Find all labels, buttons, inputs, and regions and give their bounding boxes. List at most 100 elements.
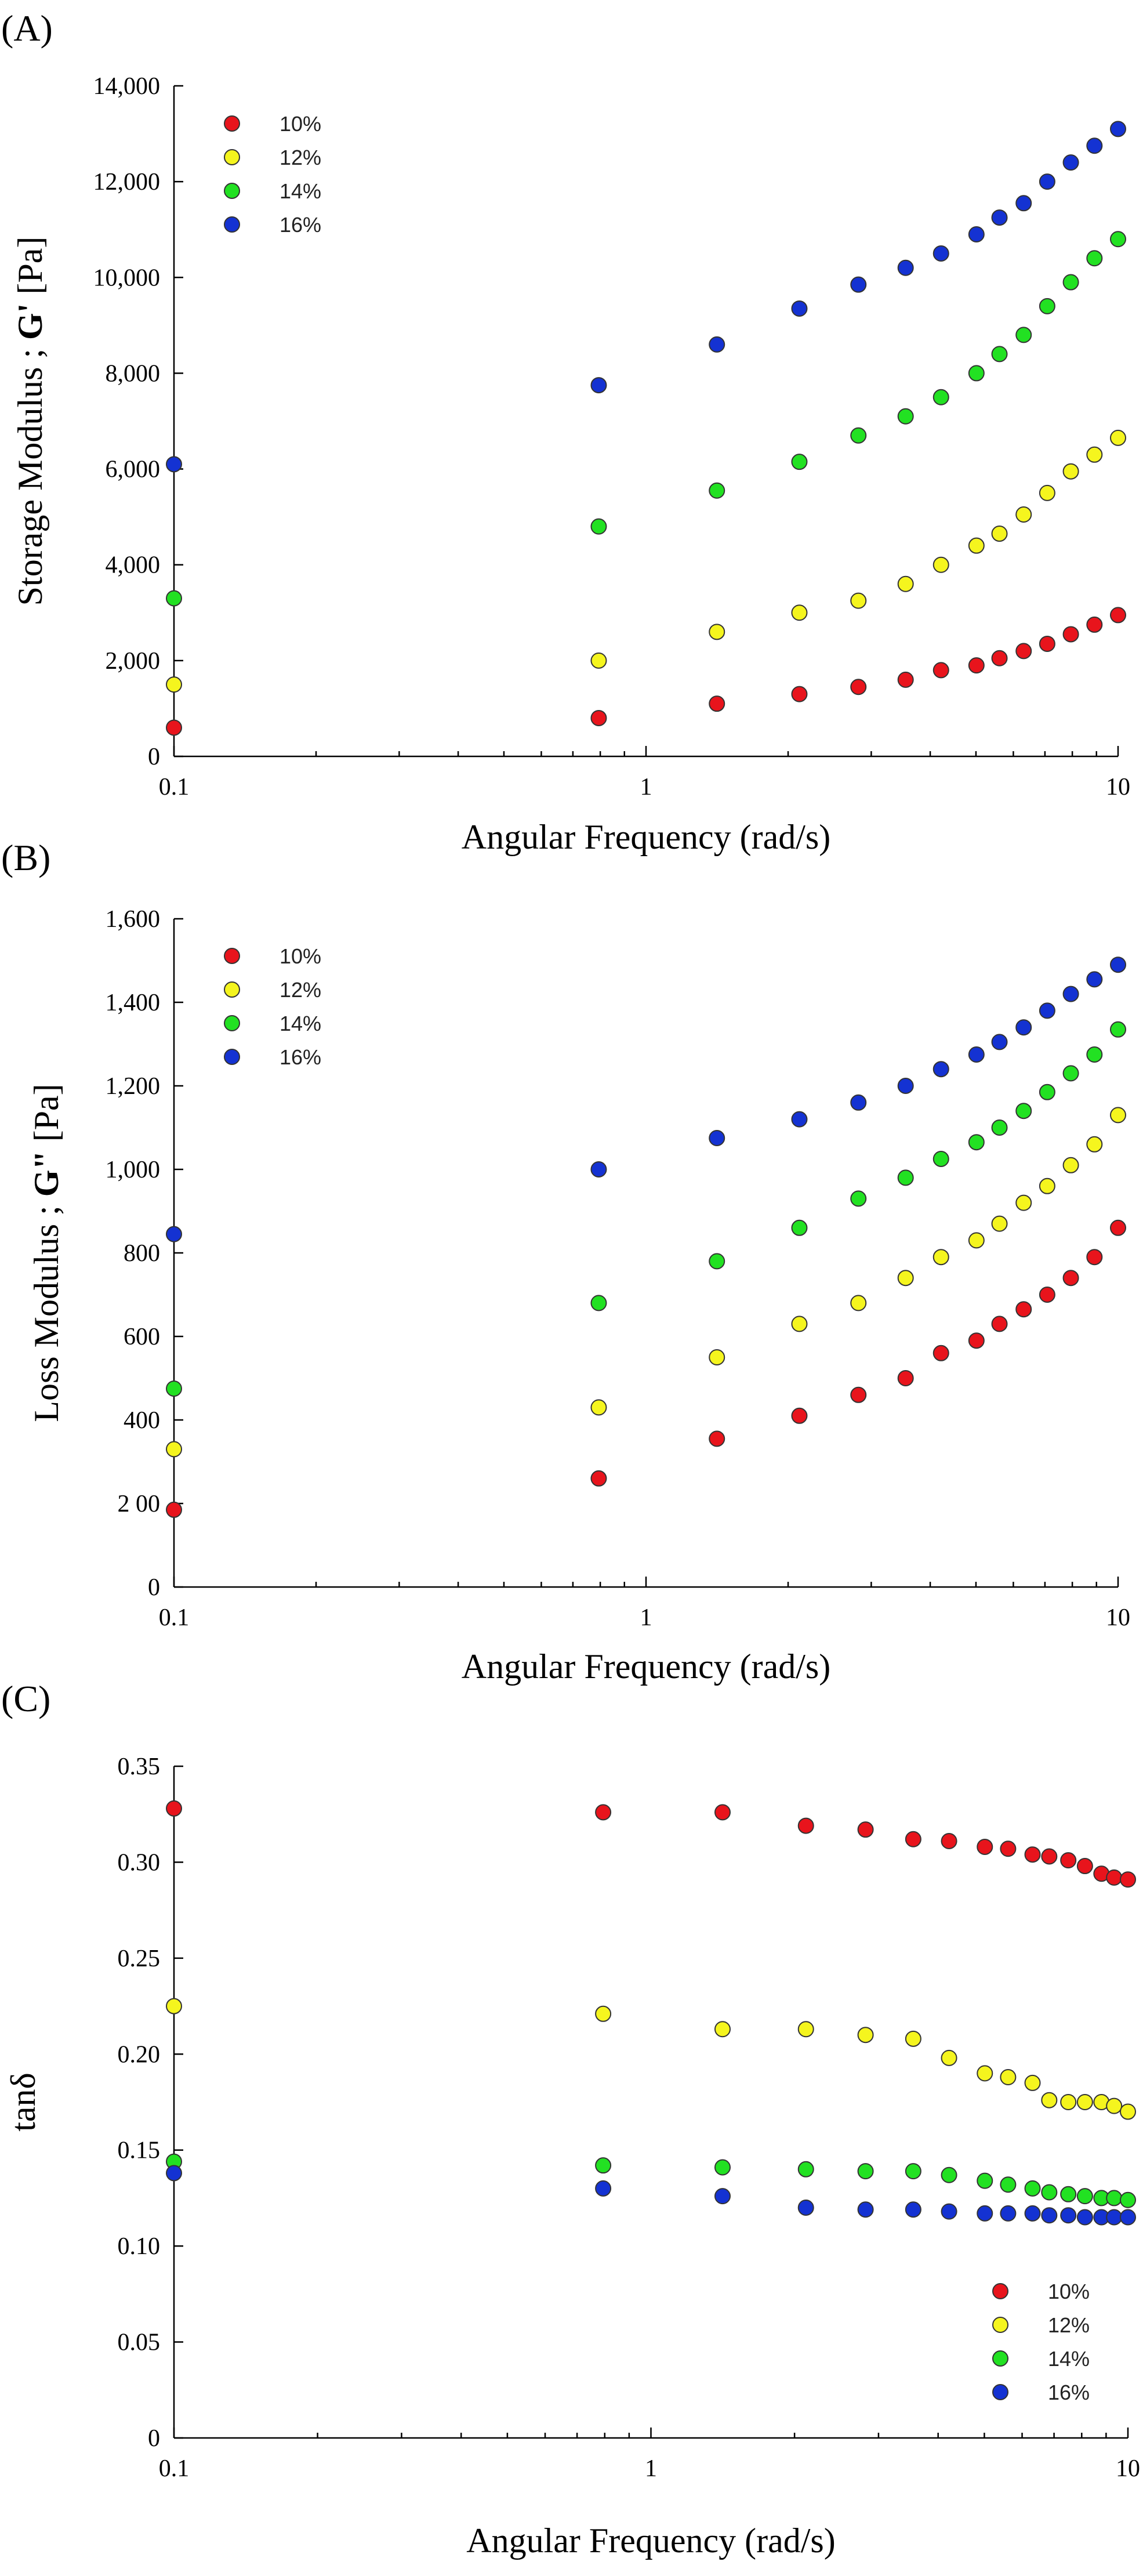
data-point xyxy=(1086,1136,1103,1153)
y-tick-label: 0.20 xyxy=(118,2041,161,2068)
data-point xyxy=(991,650,1008,666)
data-point xyxy=(797,1817,814,1834)
data-point xyxy=(166,1800,182,1817)
data-point xyxy=(1015,1301,1032,1318)
data-point xyxy=(1110,1021,1126,1038)
y-tick-label: 2 00 xyxy=(118,1491,161,1517)
data-point xyxy=(714,2021,731,2038)
data-point xyxy=(1086,1249,1103,1266)
data-point xyxy=(968,657,985,674)
data-point xyxy=(1086,446,1103,463)
data-point xyxy=(166,1381,182,1397)
data-point xyxy=(1041,2184,1058,2201)
data-point xyxy=(1110,121,1126,137)
series-14pct xyxy=(166,2153,1136,2208)
y-tick-label: 0.05 xyxy=(118,2329,161,2356)
data-point xyxy=(1062,986,1079,1002)
data-point xyxy=(166,1998,182,2015)
data-point xyxy=(1000,2205,1017,2222)
data-point xyxy=(977,2065,993,2082)
data-point xyxy=(991,209,1008,226)
data-point xyxy=(1039,1287,1055,1303)
x-axis-title: Angular Frequency (rad/s) xyxy=(462,1647,830,1686)
data-point xyxy=(897,671,914,688)
y-axis-title: tanδ xyxy=(4,2073,42,2132)
data-point xyxy=(897,1078,914,1094)
legend-marker xyxy=(992,2350,1008,2367)
x-tick-label: 0.1 xyxy=(159,2455,190,2482)
data-point xyxy=(1106,2190,1123,2207)
data-point xyxy=(1000,2176,1017,2193)
data-point xyxy=(1000,2068,1017,2085)
data-point xyxy=(932,389,949,405)
data-point xyxy=(590,652,607,669)
series-10pct xyxy=(166,1219,1126,1518)
data-point xyxy=(709,1349,725,1365)
y-axis-title: Storage Modulus ; G' [Pa] xyxy=(11,237,49,606)
data-point xyxy=(709,695,725,712)
y-tick-label: 0.15 xyxy=(118,2137,161,2164)
y-tick-label: 14,000 xyxy=(93,73,161,100)
data-point xyxy=(1086,137,1103,154)
panel-letter: (C) xyxy=(1,1678,50,1719)
data-point xyxy=(991,346,1008,363)
data-point xyxy=(1076,1858,1093,1875)
y-tick-label: 400 xyxy=(124,1407,160,1434)
series-16pct xyxy=(166,2165,1136,2226)
data-point xyxy=(1060,2186,1077,2202)
data-point xyxy=(595,2180,612,2197)
legend-label: 10% xyxy=(280,944,321,968)
data-point xyxy=(1060,1852,1077,1869)
data-point xyxy=(709,624,725,640)
data-point xyxy=(897,408,914,425)
data-point xyxy=(590,1161,607,1178)
series-14pct xyxy=(166,1021,1126,1397)
data-point xyxy=(857,2163,874,2180)
series-10pct xyxy=(166,1800,1136,1888)
legend-label: 10% xyxy=(280,112,321,136)
data-point xyxy=(1076,2188,1093,2205)
data-point xyxy=(1041,2092,1058,2108)
data-point xyxy=(850,1190,867,1207)
data-point xyxy=(1110,957,1126,973)
data-point xyxy=(1076,2209,1093,2226)
data-point xyxy=(797,2161,814,2178)
data-point xyxy=(932,1061,949,1078)
legend-marker xyxy=(224,115,240,132)
data-point xyxy=(1106,1869,1123,1886)
legend: 10% 12% 14% 16% xyxy=(224,112,321,237)
data-point xyxy=(791,1111,808,1128)
data-point xyxy=(1041,2207,1058,2224)
data-point xyxy=(1062,1065,1079,1082)
data-point xyxy=(850,1094,867,1111)
data-point xyxy=(1039,1178,1055,1194)
data-point xyxy=(991,1316,1008,1332)
data-point xyxy=(1041,1848,1058,1865)
data-point xyxy=(166,1226,182,1242)
data-point xyxy=(897,259,914,276)
panel-letter: (A) xyxy=(1,8,53,49)
data-point xyxy=(791,604,808,621)
data-point xyxy=(590,518,607,535)
data-point xyxy=(977,1838,993,1855)
y-tick-label: 0.30 xyxy=(118,1849,161,1876)
data-point xyxy=(166,1441,182,1458)
y-axis-title-part: Loss Modulus ; xyxy=(27,1197,66,1422)
data-point xyxy=(714,1804,731,1821)
data-point xyxy=(1086,250,1103,267)
x-tick-label: 0.1 xyxy=(159,1604,190,1631)
data-point xyxy=(1110,1107,1126,1124)
data-point xyxy=(709,1253,725,1270)
data-point xyxy=(897,575,914,592)
data-point xyxy=(1120,2209,1136,2226)
legend-marker xyxy=(992,2384,1008,2400)
data-point xyxy=(977,2172,993,2189)
y-axis-title-part: tanδ xyxy=(4,2073,42,2132)
data-point xyxy=(590,377,607,394)
legend-label: 12% xyxy=(1048,2313,1090,2337)
data-point xyxy=(166,719,182,736)
data-point xyxy=(850,1386,867,1403)
legend-marker xyxy=(224,183,240,199)
data-point xyxy=(1000,1840,1017,1857)
